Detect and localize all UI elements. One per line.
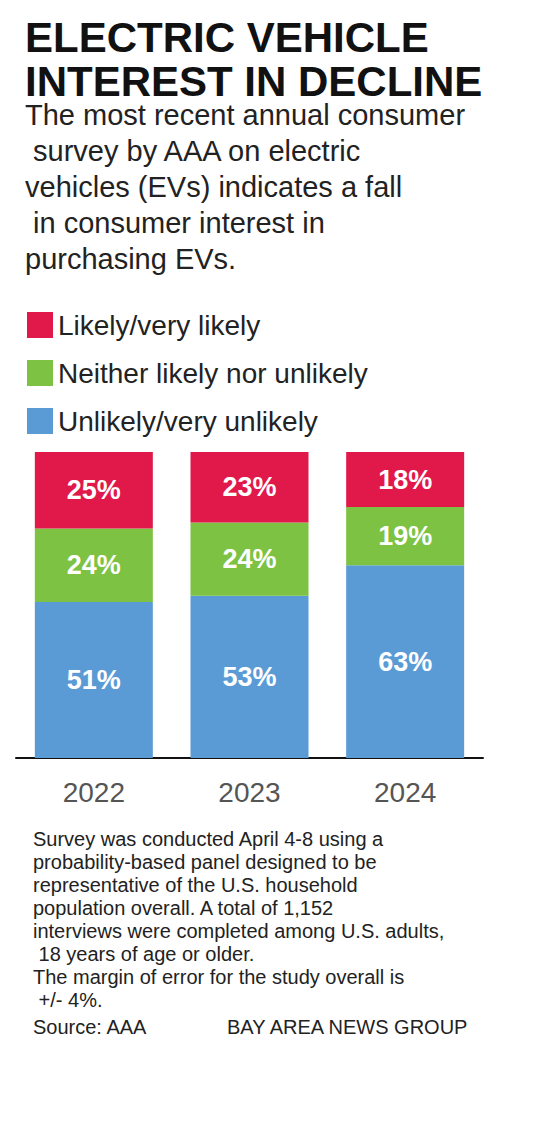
svg-text:interviews were completed amon: interviews were completed among U.S. adu… (33, 920, 444, 942)
svg-text:in consumer interest in: in consumer interest in (25, 207, 333, 239)
svg-text:Likely/very likely: Likely/very likely (58, 310, 260, 341)
svg-text:INTEREST IN DECLINE: INTEREST IN DECLINE (25, 58, 482, 105)
svg-text:Unlikely/very unlikely: Unlikely/very unlikely (58, 406, 318, 437)
svg-text:BAY AREA NEWS GROUP: BAY AREA NEWS GROUP (227, 1016, 467, 1038)
svg-text:19%: 19% (378, 521, 432, 551)
svg-text:24%: 24% (67, 550, 121, 580)
svg-text:53%: 53% (222, 662, 276, 692)
svg-text:survey by AAA on electric: survey by AAA on electric (25, 135, 368, 167)
svg-text:2022: 2022 (63, 777, 125, 808)
svg-text:The margin of error for the st: The margin of error for the study overal… (33, 966, 404, 988)
svg-text:2023: 2023 (218, 777, 280, 808)
svg-text:63%: 63% (378, 647, 432, 677)
svg-text:purchasing EVs.: purchasing EVs. (25, 243, 236, 275)
svg-text:23%: 23% (222, 472, 276, 502)
svg-text:24%: 24% (222, 544, 276, 574)
svg-text:The most recent annual consume: The most recent annual consumer (25, 99, 465, 131)
svg-text:Source: AAA: Source: AAA (33, 1016, 147, 1038)
svg-text:2024: 2024 (374, 777, 436, 808)
svg-text:Survey was conducted April 4-8: Survey was conducted April 4-8 using a (33, 828, 389, 850)
svg-text:51%: 51% (67, 665, 121, 695)
svg-text:population overall. A total of: population overall. A total of 1,152 (33, 897, 339, 919)
svg-text:25%: 25% (67, 475, 121, 505)
svg-text:+/- 4%.: +/- 4%. (33, 989, 102, 1011)
svg-text:18 years of age or older.: 18 years of age or older. (33, 943, 254, 965)
svg-text:ELECTRIC VEHICLE: ELECTRIC VEHICLE (25, 14, 440, 61)
svg-text:vehicles (EVs) indicates a fal: vehicles (EVs) indicates a fall (25, 171, 402, 203)
svg-text:18%: 18% (378, 465, 432, 495)
svg-text:probability-based panel design: probability-based panel designed to be (33, 851, 382, 873)
svg-text:Neither likely nor unlikely: Neither likely nor unlikely (58, 358, 368, 389)
svg-text:representative of the U.S. hou: representative of the U.S. household (33, 874, 363, 896)
